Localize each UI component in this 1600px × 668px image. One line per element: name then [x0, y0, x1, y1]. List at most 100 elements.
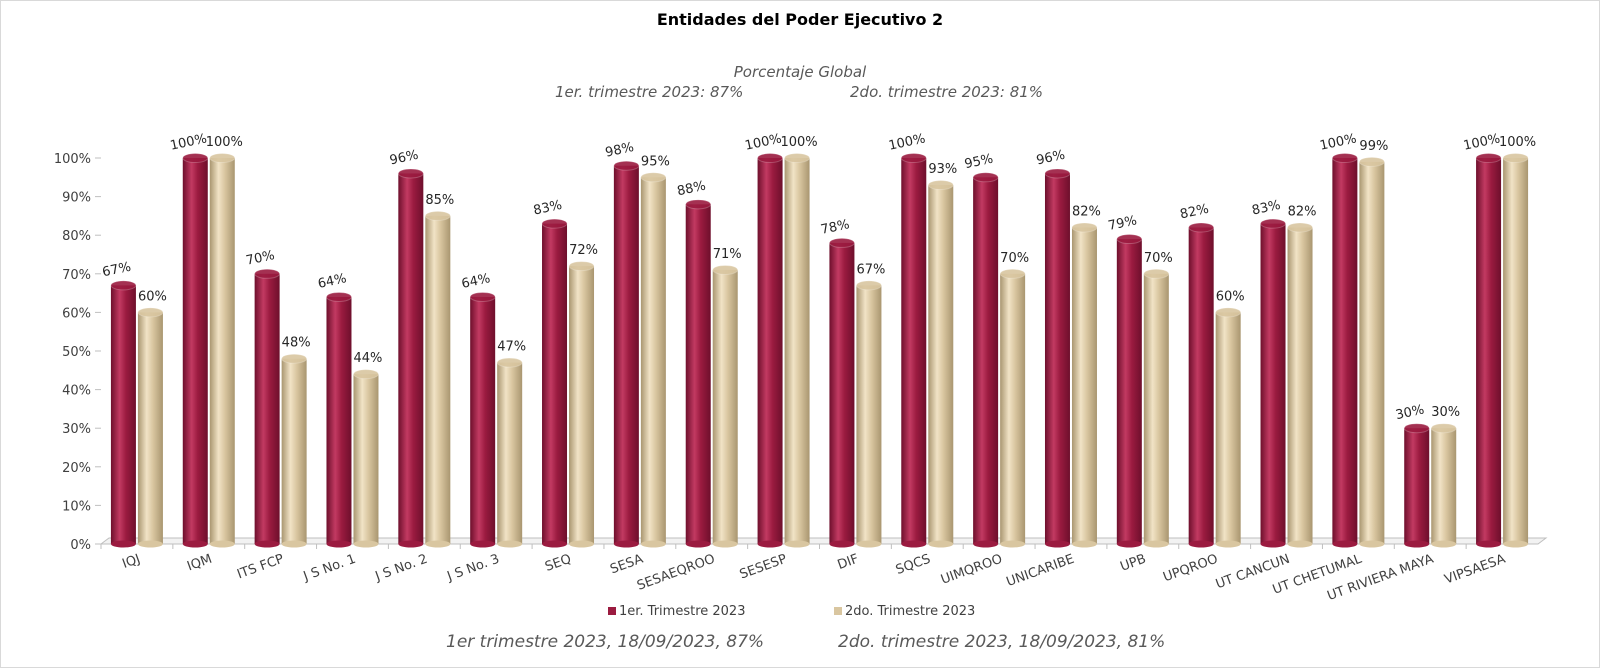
bar-bottom-s0-11: [901, 540, 927, 548]
bar-top-s1-11: [927, 180, 954, 191]
bar-bottom-s1-2: [281, 540, 307, 548]
chart-title: Entidades del Poder Ejecutivo 2: [656, 10, 944, 29]
x-category-label: VIPSAESA: [1443, 552, 1508, 588]
bar-bottom-s1-4: [425, 540, 451, 548]
bar-bottom-s1-9: [784, 540, 810, 548]
y-tick-label: 20%: [62, 461, 91, 476]
bar-s0-8: [685, 199, 712, 548]
chart-subtitle: Porcentaje Global: [733, 63, 867, 81]
data-label-s1-12: 70%: [1000, 251, 1029, 266]
bar-body-s1-8: [712, 269, 738, 544]
bar-body-s1-3: [353, 374, 379, 544]
data-label-s0-18: 30%: [1394, 402, 1425, 423]
bar-body-s0-17: [1332, 158, 1358, 544]
x-category-label: SEQ: [543, 552, 573, 575]
bar-bottom-s0-1: [182, 540, 208, 548]
bar-top-s0-0: [110, 280, 137, 291]
bar-bottom-s1-12: [1000, 540, 1026, 548]
data-label-s0-15: 82%: [1179, 202, 1210, 223]
bar-top-s1-9: [784, 153, 811, 163]
bar-top-s1-2: [281, 353, 308, 364]
bar-bottom-s1-10: [856, 540, 882, 548]
bar-bottom-s0-3: [326, 540, 352, 548]
bar-top-s1-7: [640, 172, 667, 183]
bar-top-s0-8: [685, 199, 712, 210]
bar-body-s1-4: [425, 215, 451, 544]
bar-top-s0-2: [254, 268, 281, 279]
bar-bottom-s0-12: [973, 540, 999, 548]
x-category-label: J S No. 1: [301, 552, 358, 585]
data-label-s0-10: 78%: [820, 217, 851, 238]
bar-bottom-s0-5: [470, 540, 496, 548]
bar-top-s0-15: [1188, 222, 1215, 233]
legend-swatch-series2: [834, 607, 842, 615]
bar-top-s1-19: [1502, 153, 1529, 163]
bar-bottom-s0-13: [1044, 540, 1070, 548]
bar-body-s1-13: [1071, 227, 1097, 545]
bar-bottom-s1-6: [569, 540, 595, 548]
bar-body-s1-15: [1215, 312, 1241, 544]
bar-body-s0-18: [1404, 428, 1430, 544]
bar-s1-6: [568, 261, 595, 548]
bar-bottom-s1-17: [1359, 540, 1385, 548]
bar-body-s1-2: [281, 358, 307, 544]
bar-s1-19: [1502, 153, 1529, 548]
bar-s1-7: [640, 172, 667, 548]
bar-body-s0-19: [1476, 158, 1502, 544]
data-label-s0-0: 67%: [101, 260, 132, 281]
bar-body-s0-9: [757, 158, 783, 544]
bar-bottom-s1-19: [1503, 540, 1529, 548]
x-category-label: SESAEQROO: [635, 552, 717, 594]
bar-top-s1-14: [1143, 268, 1170, 279]
legend-label-series1: 1er. Trimestre 2023: [619, 604, 746, 619]
bar-body-s0-7: [613, 165, 639, 544]
data-label-s0-17: 100%: [1318, 131, 1357, 153]
bar-s1-8: [712, 264, 739, 548]
data-label-s0-16: 83%: [1251, 198, 1282, 219]
data-label-s1-14: 70%: [1144, 251, 1173, 266]
bar-top-s1-4: [424, 210, 451, 221]
data-label-s1-2: 48%: [282, 336, 311, 351]
bar-bottom-s0-17: [1332, 540, 1358, 548]
bar-s1-0: [137, 307, 164, 548]
data-label-s1-6: 72%: [569, 243, 598, 258]
x-category-label: IQM: [185, 552, 214, 575]
y-tick-label: 30%: [62, 422, 91, 437]
data-label-s1-4: 85%: [425, 193, 454, 208]
data-label-s0-14: 79%: [1107, 213, 1138, 234]
bar-top-s1-5: [496, 357, 523, 368]
y-tick-label: 50%: [62, 345, 91, 360]
x-category-label: SESESP: [738, 552, 789, 583]
bar-s0-9: [757, 153, 784, 548]
bar-body-s1-11: [928, 185, 954, 544]
data-label-s1-18: 30%: [1431, 405, 1460, 420]
bar-s0-6: [541, 218, 568, 548]
bar-body-s1-17: [1359, 161, 1385, 545]
legend-label-series2: 2do. Trimestre 2023: [845, 604, 976, 619]
bar-s0-0: [110, 280, 137, 548]
data-label-s0-4: 96%: [388, 148, 419, 169]
bar-s1-13: [1071, 222, 1098, 548]
bar-body-s0-4: [398, 173, 424, 544]
y-tick-label: 60%: [62, 306, 91, 321]
data-label-s1-5: 47%: [497, 340, 526, 355]
data-label-s0-6: 83%: [532, 198, 563, 219]
bar-top-s1-17: [1358, 156, 1385, 167]
bar-bottom-s1-13: [1071, 540, 1097, 548]
bar-s1-3: [352, 369, 379, 548]
bar-s0-16: [1260, 218, 1287, 548]
bar-s1-5: [496, 357, 523, 548]
bar-s0-18: [1403, 423, 1430, 548]
x-category-label: SESA: [608, 552, 645, 578]
bar-top-s0-3: [325, 291, 352, 302]
bar-s1-12: [999, 268, 1026, 548]
data-label-s1-15: 60%: [1216, 289, 1245, 304]
bar-s1-4: [424, 210, 451, 548]
data-label-s1-17: 99%: [1359, 139, 1388, 154]
bar-top-s0-7: [613, 160, 640, 171]
data-label-s0-2: 70%: [245, 248, 276, 269]
bar-bottom-s0-9: [757, 540, 783, 548]
bar-bottom-s1-16: [1287, 540, 1313, 548]
bar-bottom-s0-19: [1476, 540, 1502, 548]
bar-s1-17: [1358, 156, 1385, 548]
